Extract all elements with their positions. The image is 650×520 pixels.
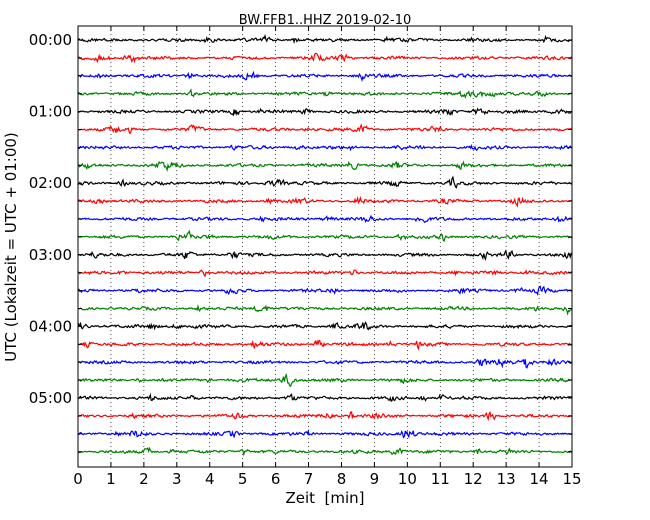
y-tick-label: 04:00 bbox=[29, 317, 72, 335]
x-tick-label: 0 bbox=[73, 470, 83, 488]
x-tick-label: 7 bbox=[304, 470, 314, 488]
x-tick-label: 13 bbox=[497, 470, 516, 488]
trace-04-15 bbox=[77, 339, 572, 351]
trace-00-15 bbox=[77, 52, 573, 64]
y-tick-label: 00:00 bbox=[29, 31, 72, 49]
traces bbox=[77, 33, 573, 457]
y-axis-label: UTC (Lokalzeit = UTC + 01:00) bbox=[2, 132, 20, 362]
trace-02-30 bbox=[77, 214, 573, 224]
trace-00-30 bbox=[77, 70, 573, 83]
x-tick-label: 12 bbox=[464, 470, 483, 488]
trace-04-30 bbox=[77, 358, 573, 369]
trace-03-00 bbox=[77, 249, 573, 262]
trace-00-45 bbox=[77, 88, 573, 99]
y-tick-label: 03:00 bbox=[29, 246, 72, 264]
grid-lines bbox=[110, 26, 540, 467]
trace-02-00 bbox=[77, 175, 572, 189]
x-tick-label: 2 bbox=[139, 470, 149, 488]
x-tick-label: 9 bbox=[370, 470, 380, 488]
x-tick-labels: 0 1 2 3 4 5 6 7 8 9 10 11 12 13 14 15 bbox=[73, 470, 581, 488]
trace-05-00 bbox=[77, 392, 573, 402]
trace-01-00 bbox=[78, 107, 573, 117]
x-tick-label: 6 bbox=[271, 470, 281, 488]
y-tick-labels: 00:00 01:00 02:00 03:00 04:00 05:00 bbox=[29, 31, 72, 407]
trace-05-30 bbox=[77, 429, 573, 439]
trace-02-45 bbox=[77, 229, 573, 243]
axis-ticks bbox=[77, 26, 573, 467]
x-axis-label: Zeit [min] bbox=[285, 489, 364, 507]
x-tick-label: 1 bbox=[106, 470, 116, 488]
trace-01-15 bbox=[78, 123, 573, 135]
plot-frame bbox=[77, 25, 573, 468]
trace-02-15 bbox=[77, 195, 572, 208]
x-tick-label: 14 bbox=[530, 470, 549, 488]
x-tick-label: 15 bbox=[562, 470, 581, 488]
y-tick-label: 02:00 bbox=[29, 174, 72, 192]
y-tick-label: 05:00 bbox=[29, 389, 72, 407]
x-tick-label: 10 bbox=[398, 470, 417, 488]
x-tick-label: 3 bbox=[172, 470, 182, 488]
trace-04-00 bbox=[77, 321, 573, 331]
trace-05-15 bbox=[77, 410, 573, 422]
trace-04-45 bbox=[77, 372, 573, 388]
trace-03-15 bbox=[77, 269, 573, 278]
trace-05-45 bbox=[77, 446, 573, 457]
trace-00-00 bbox=[77, 33, 573, 45]
x-tick-label: 8 bbox=[337, 470, 347, 488]
trace-01-30 bbox=[77, 143, 573, 152]
x-tick-label: 4 bbox=[205, 470, 215, 488]
trace-03-45 bbox=[77, 304, 573, 316]
x-tick-label: 5 bbox=[238, 470, 248, 488]
trace-01-45 bbox=[77, 160, 573, 173]
trace-03-30 bbox=[77, 285, 573, 297]
x-tick-label: 11 bbox=[431, 470, 450, 488]
y-tick-label: 01:00 bbox=[29, 103, 72, 121]
chart-title: BW.FFB1..HHZ 2019-02-10 bbox=[239, 13, 412, 28]
